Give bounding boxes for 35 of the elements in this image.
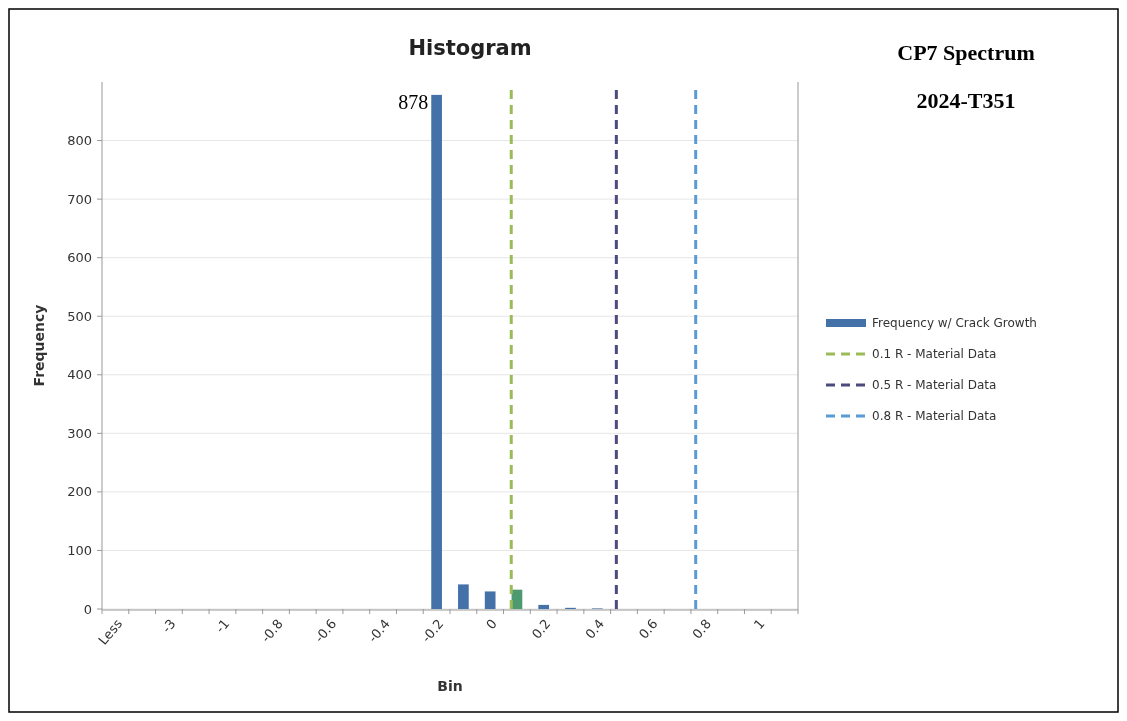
x-tick-label: 0.6 [635,616,661,642]
y-tick-label: 300 [67,425,92,441]
y-tick-label: 500 [67,308,92,324]
y-tick-label: 400 [67,367,92,383]
x-tick-label: -0.2 [418,616,447,646]
y-tick-label: 200 [67,484,92,500]
y-tick-label: 100 [67,542,92,558]
y-axis-title: Frequency [31,304,47,387]
text: CP7 Spectrum [897,40,1035,65]
x-tick-label: -0.6 [311,616,340,646]
chart-title: Histogram [408,36,532,60]
text: 0.1 R - Material Data [872,347,997,362]
bar [484,591,496,609]
x-axis-title: Bin [437,678,463,694]
y-tick-label: 600 [67,250,92,266]
x-tick-label: 0.8 [689,616,715,642]
x-tick-label: 0.2 [528,616,554,642]
bar [538,604,550,609]
y-tick-label: 700 [67,191,92,207]
text: 0.8 R - Material Data [872,409,997,424]
text: 0.5 R - Material Data [872,378,997,393]
text: 2024-T351 [916,88,1016,113]
x-tick-label: -0.4 [365,616,393,646]
bar [458,584,469,609]
y-tick-label: 0 [83,601,92,617]
x-tick-label: 0 [483,616,500,633]
x-tick-label: -3 [158,616,179,636]
legend-label: Frequency w/ Crack Growth [872,316,1037,331]
x-tick-label: 0.4 [582,616,608,642]
x-tick-label: -1 [212,616,233,636]
y-tick-label: 800 [67,133,92,149]
x-tick-label: 1 [750,616,768,633]
x-tick-label: -0.8 [257,616,286,646]
data-label: 878 [398,90,429,113]
bar [431,94,442,609]
